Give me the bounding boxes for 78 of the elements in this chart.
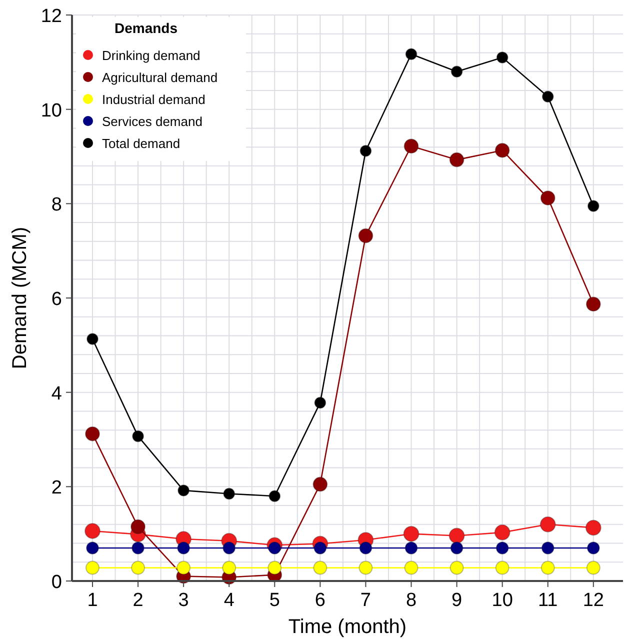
x-tick-label: 2 bbox=[132, 590, 144, 611]
point bbox=[222, 560, 236, 575]
point bbox=[587, 200, 600, 212]
point bbox=[450, 560, 464, 575]
x-tick-label: 8 bbox=[406, 590, 417, 611]
point bbox=[86, 333, 98, 346]
point bbox=[450, 541, 464, 554]
y-tick-label: 6 bbox=[51, 289, 62, 310]
point bbox=[404, 138, 419, 154]
x-tick-label: 6 bbox=[314, 590, 326, 611]
y-axis-title: Demand (MCM) bbox=[9, 226, 31, 370]
point bbox=[268, 541, 282, 554]
point bbox=[403, 526, 420, 542]
legend-label: Services demand bbox=[102, 114, 202, 129]
legend-title: Demands bbox=[114, 20, 178, 36]
y-tick-label: 12 bbox=[40, 6, 62, 27]
point bbox=[314, 541, 327, 554]
legend-label: Industrial demand bbox=[102, 92, 206, 107]
point bbox=[176, 560, 191, 575]
x-tick-label: 4 bbox=[224, 590, 235, 611]
point bbox=[130, 519, 146, 534]
x-tick-label: 1 bbox=[87, 590, 98, 611]
point bbox=[314, 396, 326, 409]
point bbox=[313, 560, 328, 575]
point bbox=[448, 528, 465, 544]
point bbox=[223, 488, 236, 500]
point bbox=[132, 541, 145, 554]
x-tick-label: 5 bbox=[269, 590, 280, 611]
point bbox=[586, 296, 601, 312]
x-tick-label: 9 bbox=[452, 590, 462, 611]
x-tick-label: 7 bbox=[360, 590, 372, 611]
point bbox=[586, 541, 600, 554]
point bbox=[177, 541, 190, 554]
y-tick-label: 8 bbox=[51, 194, 62, 216]
point bbox=[84, 426, 100, 442]
legend-label: Total demand bbox=[102, 136, 180, 151]
point bbox=[496, 51, 508, 64]
point bbox=[178, 484, 190, 496]
point bbox=[494, 524, 510, 540]
x-axis-title: Time (month) bbox=[288, 616, 407, 638]
point bbox=[358, 560, 373, 575]
point bbox=[585, 520, 602, 536]
point bbox=[404, 541, 418, 554]
legend-label: Drinking demand bbox=[102, 48, 200, 63]
y-tick-label: 0 bbox=[51, 572, 62, 593]
point bbox=[542, 90, 554, 103]
point bbox=[494, 142, 510, 158]
x-tick-label: 11 bbox=[538, 590, 558, 611]
point bbox=[541, 541, 554, 554]
point bbox=[360, 144, 372, 157]
point bbox=[312, 476, 328, 492]
y-tick-label: 10 bbox=[40, 100, 62, 122]
x-tick-label: 10 bbox=[492, 590, 513, 611]
x-tick-label: 3 bbox=[178, 590, 189, 611]
x-tick-label: 12 bbox=[582, 590, 604, 611]
point bbox=[268, 490, 281, 502]
point bbox=[405, 48, 418, 60]
point bbox=[450, 66, 463, 78]
point bbox=[85, 560, 100, 575]
point bbox=[359, 541, 372, 554]
point bbox=[132, 430, 144, 442]
point bbox=[131, 560, 146, 575]
point bbox=[495, 560, 510, 575]
point bbox=[84, 523, 100, 540]
point bbox=[86, 541, 99, 554]
point bbox=[404, 560, 418, 575]
point bbox=[540, 516, 556, 532]
point bbox=[268, 560, 282, 575]
point bbox=[222, 541, 236, 554]
point bbox=[540, 560, 555, 575]
point bbox=[586, 560, 600, 575]
point bbox=[449, 152, 464, 168]
legend-label: Agricultural demand bbox=[102, 70, 218, 85]
point bbox=[358, 228, 374, 244]
y-tick-label: 2 bbox=[51, 478, 62, 499]
point bbox=[540, 190, 556, 206]
point bbox=[496, 541, 509, 554]
y-tick-label: 4 bbox=[51, 383, 62, 404]
